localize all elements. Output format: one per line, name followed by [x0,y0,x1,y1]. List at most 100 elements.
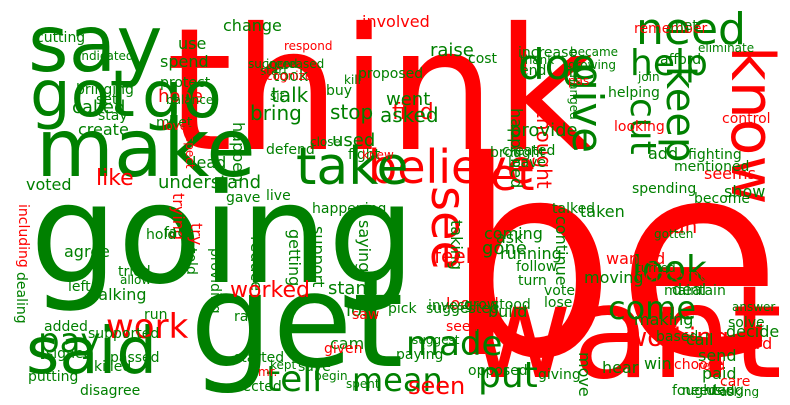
word-voted-50: voted [26,175,72,194]
word-opposed-111: opposed [468,363,528,379]
word-change-39: change [223,16,282,35]
word-brought-135: brought [490,145,546,161]
word-come-24: come [608,289,697,327]
word-lead-51: lead [192,153,227,172]
word-win-99: win [644,354,672,373]
word-working-29: working [626,323,730,353]
word-elected-140: elected [230,379,282,395]
word-increase-103: increase [518,45,578,61]
word-bringing-181: bringing [76,82,134,98]
word-feel-72: feel [434,244,472,268]
word-kept-160: kept [270,358,297,372]
word-build-75: build [488,302,528,321]
word-deal-82: deal [672,280,707,299]
word-grow-97: grow [464,297,499,313]
word-lost-70: lost [346,300,379,321]
word-leave-134: leave [508,155,546,171]
word-succeed-188: succeed [248,57,298,71]
word-cutting-127: cutting [36,30,86,46]
word-buy-120: buy [326,83,353,99]
word-signed-146: signed [46,346,93,362]
word-mr-161: mr. [258,365,278,379]
word-paying-132: paying [396,347,444,363]
word-proposed-104: proposed [358,66,424,82]
word-balance-180: balance [166,93,214,107]
word-came-71: came [330,334,375,353]
word-making-77: making [634,310,694,329]
word-gotten-175: gotten [654,227,694,241]
word-raise-41: raise [430,40,474,61]
word-wanted-80: wanted [606,249,666,268]
word-added-147: added [44,319,88,335]
word-save-109: save [298,359,331,375]
word-spend-37: spend [160,52,209,71]
word-talking-67: talking [92,285,147,304]
word-use-38: use [178,34,207,53]
word-uh-79: uh [672,214,698,238]
word-putting-141: putting [28,369,79,385]
word-solve-170: solve [728,315,765,331]
word-want-4: want [467,259,782,398]
word-support-61: support [309,226,328,288]
word-going-1: going [30,154,416,315]
word-killed-143: killed [94,359,132,375]
word-disagree-142: disagree [80,383,141,398]
word-need-13: need [636,6,746,55]
word-based-163: based [656,329,699,345]
word-cloud: be going think get want make say said got go know b… [8,6,782,398]
word-cost-101: cost [468,51,498,67]
word-using-167: using [706,383,744,398]
word-send-89: send [698,346,737,365]
word-pick-198: pick [388,301,417,317]
word-needed-165: needed [682,383,735,398]
word-tried-128: tried [118,264,151,280]
word-happening-197: happening [312,201,387,217]
word-answer-171: answer [732,300,776,314]
word-stop-46: stop [330,100,374,124]
word-moving-98: moving [584,268,644,287]
word-tell-19: tell [266,359,323,398]
word-be-0: be [444,103,783,398]
word-turned-174: turned [636,261,676,275]
word-kill-185: kill [344,73,361,87]
word-respect-179: respect [183,124,197,169]
word-think-2: think [166,6,594,190]
word-end-102: end [520,63,547,79]
word-vote-152: vote [544,283,575,299]
word-mean-26: mean [352,361,443,398]
word-ask-74: ask [496,228,524,247]
word-follow-154: follow [516,259,558,275]
word-believe-11: believe [368,140,535,194]
word-knew-176: knew [362,148,394,162]
word-fix-196: fix [564,65,582,81]
word-took-31: took [273,66,309,85]
word-given-131: given [324,341,363,357]
word-happen-53: happen [229,122,248,183]
word-call-90: call [686,330,714,349]
word-allow-129: allow [120,273,152,287]
word-defend-122: defend [266,142,315,158]
word-become-85: become [694,191,751,207]
word-thank-190: thank [520,53,555,67]
word-create-52: create [78,120,129,139]
word-said-7: said [26,315,157,389]
word-care-169: care [720,374,751,390]
word-live-119: live [266,188,291,204]
word-including-144: including [15,204,31,268]
word-hear-92: hear [602,358,639,377]
word-recognize-184: recognize [254,69,313,83]
word-went-44: went [386,89,431,110]
word-growing-191: growing [568,58,616,72]
word-start-34: start [260,64,288,78]
word-created-133: created [502,143,556,159]
word-helping-139: helping [608,85,660,101]
word-show-84: show [724,182,766,201]
word-meet-123: meet [156,115,193,131]
word-called-35: called [72,97,126,118]
word-provide-55: provide [510,120,578,141]
word-love-178: love [162,119,188,133]
word-find-43: find [392,100,434,125]
word-giving-116: giving [538,367,581,383]
word-read-172: read [698,359,726,373]
word-remember-105: remember [634,21,708,37]
